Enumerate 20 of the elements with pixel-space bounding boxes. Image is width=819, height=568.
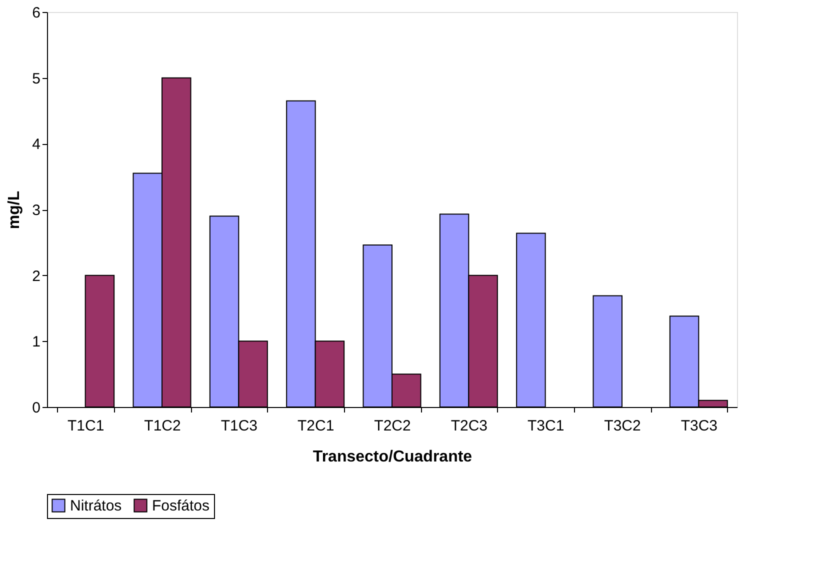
x-tick-label: T2C1 (297, 418, 334, 434)
legend-label: Nitrátos (70, 498, 122, 515)
x-tick-label: T1C3 (220, 418, 258, 434)
x-tick-label: T3C3 (680, 418, 718, 434)
x-tick-label: T2C2 (374, 418, 411, 434)
y-tick-label: 6 (32, 4, 40, 22)
y-tick-label: 5 (32, 70, 40, 88)
legend-label: Fosfátos (152, 498, 210, 515)
x-axis-title: Transecto/Cuadrante (312, 448, 472, 466)
y-tick-label: 2 (32, 268, 40, 285)
x-tick-label: T1C2 (144, 418, 181, 434)
y-tick-label: 0 (32, 400, 40, 416)
y-tick-label: 3 (32, 202, 40, 219)
y-tick-label: 1 (32, 334, 40, 351)
x-tick-label: T3C2 (604, 418, 641, 434)
y-tick-label: 4 (32, 136, 40, 154)
x-tick-label: T2C3 (450, 418, 488, 434)
x-tick-label: T1C1 (67, 418, 104, 434)
x-tick-label: T3C1 (527, 418, 564, 434)
y-axis-title: mg/L (6, 190, 24, 230)
